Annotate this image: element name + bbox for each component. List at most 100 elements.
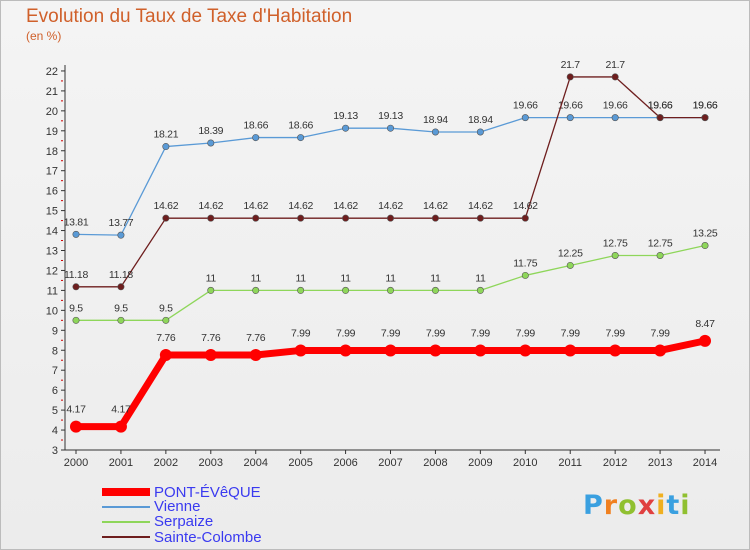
data-label-sainte-colombe: 14.62	[513, 200, 538, 212]
data-label-pont-eveque: 7.76	[201, 332, 221, 344]
data-point-vienne	[431, 128, 439, 136]
data-point-vienne	[521, 114, 529, 122]
proxiti-logo: Proxiti	[583, 490, 691, 521]
data-label-sainte-colombe: 14.62	[468, 200, 493, 212]
y-tick-label: 18	[46, 146, 58, 158]
data-point-pont-eveque	[159, 349, 172, 362]
data-point-vienne	[566, 114, 574, 122]
data-point-serpaize	[476, 286, 484, 294]
legend-label-sainte-colombe: Sainte-Colombe	[154, 529, 262, 546]
y-tick-label: 19	[46, 126, 58, 138]
y-tick-label: 20	[46, 106, 58, 118]
data-label-sainte-colombe: 19.66	[693, 100, 718, 112]
data-label-serpaize: 11	[385, 272, 396, 284]
data-label-serpaize: 11	[251, 272, 262, 284]
data-point-pont-eveque	[519, 344, 532, 357]
data-point-vienne	[611, 114, 619, 122]
data-point-sainte-colombe	[656, 114, 664, 122]
y-tick-label: 7	[52, 365, 58, 377]
data-label-vienne: 19.66	[648, 100, 673, 112]
x-tick-label: 2001	[109, 457, 133, 469]
data-point-sainte-colombe	[297, 214, 305, 222]
data-label-vienne: 18.39	[198, 125, 223, 137]
y-tick-label: 11	[47, 285, 58, 297]
x-tick-label: 2013	[648, 457, 672, 469]
x-tick-label: 2012	[603, 457, 627, 469]
legend-label-pont-eveque: PONT-ÉVêQUE	[154, 484, 261, 501]
data-label-pont-eveque: 7.99	[606, 327, 626, 339]
data-point-vienne	[297, 134, 305, 142]
data-label-sainte-colombe: 21.7	[561, 59, 581, 71]
y-tick-label: 22	[46, 66, 58, 78]
data-point-vienne	[476, 128, 484, 136]
data-point-pont-eveque	[339, 344, 352, 357]
data-label-pont-eveque: 7.99	[561, 327, 581, 339]
chart-unit-label: (en %)	[26, 29, 62, 43]
data-point-pont-eveque	[564, 344, 577, 357]
x-tick-label: 2005	[288, 457, 312, 469]
data-point-serpaize	[117, 316, 125, 324]
data-point-sainte-colombe	[162, 214, 170, 222]
data-point-serpaize	[611, 251, 619, 259]
y-tick-label: 21	[46, 86, 58, 98]
y-tick-label: 13	[46, 246, 58, 258]
data-label-pont-eveque: 7.76	[246, 332, 266, 344]
data-label-sainte-colombe: 11.18	[64, 269, 88, 281]
y-tick-label: 17	[46, 166, 58, 178]
data-point-vienne	[342, 124, 350, 132]
data-label-vienne: 19.13	[333, 110, 358, 122]
y-tick-label: 12	[46, 265, 58, 277]
data-label-serpaize: 11	[340, 272, 351, 284]
data-point-sainte-colombe	[566, 73, 574, 81]
data-label-serpaize: 11	[475, 272, 486, 284]
data-point-serpaize	[566, 261, 574, 269]
data-label-serpaize: 11	[206, 272, 217, 284]
x-tick-label: 2009	[468, 457, 492, 469]
x-tick-label: 2006	[333, 457, 357, 469]
x-tick-label: 2008	[423, 457, 447, 469]
data-point-sainte-colombe	[72, 283, 80, 291]
data-label-vienne: 13.81	[64, 216, 89, 228]
y-tick-label: 6	[52, 385, 58, 397]
data-label-serpaize: 12.75	[648, 237, 673, 249]
data-point-sainte-colombe	[342, 214, 350, 222]
chart-title: Evolution du Taux de Taxe d'Habitation	[26, 6, 353, 27]
data-point-sainte-colombe	[252, 214, 260, 222]
data-point-pont-eveque	[294, 344, 307, 357]
data-label-pont-eveque: 7.99	[471, 327, 491, 339]
data-label-serpaize: 12.75	[603, 237, 628, 249]
data-point-sainte-colombe	[207, 214, 215, 222]
data-label-sainte-colombe: 14.62	[288, 200, 313, 212]
data-label-vienne: 19.66	[558, 100, 583, 112]
data-label-serpaize: 11	[430, 272, 441, 284]
data-point-serpaize	[521, 271, 529, 279]
x-tick-label: 2010	[513, 457, 537, 469]
data-point-pont-eveque	[114, 420, 127, 433]
data-label-pont-eveque: 7.99	[426, 327, 446, 339]
data-point-pont-eveque	[429, 344, 442, 357]
x-tick-label: 2000	[64, 457, 88, 469]
data-label-serpaize: 11.75	[513, 257, 537, 269]
data-point-serpaize	[342, 286, 350, 294]
data-point-serpaize	[701, 242, 709, 250]
data-point-pont-eveque	[249, 349, 262, 362]
data-label-vienne: 19.66	[693, 100, 718, 112]
data-label-vienne: 19.66	[603, 100, 628, 112]
legend-label-serpaize: Serpaize	[154, 513, 214, 530]
data-label-pont-eveque: 7.99	[516, 327, 536, 339]
data-point-vienne	[162, 143, 170, 151]
data-label-sainte-colombe: 21.7	[606, 59, 626, 71]
data-point-serpaize	[297, 286, 305, 294]
data-point-serpaize	[162, 316, 170, 324]
data-point-sainte-colombe	[476, 214, 484, 222]
data-label-vienne: 18.94	[423, 114, 448, 126]
data-point-pont-eveque	[474, 344, 487, 357]
data-label-pont-eveque: 8.47	[695, 318, 715, 330]
data-point-vienne	[117, 231, 125, 239]
x-tick-label: 2014	[693, 457, 717, 469]
data-point-serpaize	[387, 286, 395, 294]
x-tick-label: 2002	[154, 457, 178, 469]
data-point-serpaize	[207, 286, 215, 294]
